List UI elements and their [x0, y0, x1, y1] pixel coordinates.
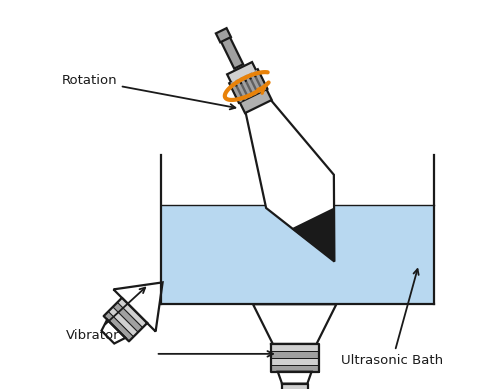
Polygon shape [282, 384, 308, 390]
Text: Vibrator: Vibrator [66, 287, 145, 342]
Polygon shape [104, 312, 134, 341]
Polygon shape [102, 319, 126, 344]
Polygon shape [237, 84, 272, 113]
Polygon shape [230, 82, 242, 102]
Polygon shape [271, 351, 318, 358]
Polygon shape [271, 365, 318, 372]
Polygon shape [250, 72, 262, 93]
Bar [160, 205, 434, 304]
Polygon shape [108, 307, 138, 337]
Polygon shape [271, 344, 318, 351]
Polygon shape [216, 28, 231, 42]
Polygon shape [118, 298, 147, 328]
Polygon shape [278, 372, 312, 384]
Polygon shape [230, 69, 268, 103]
Polygon shape [220, 37, 243, 69]
Text: Rotation: Rotation [62, 74, 236, 109]
Polygon shape [227, 62, 258, 87]
Polygon shape [240, 77, 252, 98]
Polygon shape [113, 302, 142, 332]
Polygon shape [235, 79, 248, 100]
Polygon shape [254, 70, 266, 90]
Polygon shape [253, 304, 336, 344]
Polygon shape [114, 282, 162, 332]
Polygon shape [244, 74, 257, 95]
Polygon shape [291, 207, 335, 262]
Text: Ultrasonic Bath: Ultrasonic Bath [342, 269, 444, 367]
Polygon shape [271, 358, 318, 365]
Polygon shape [246, 99, 334, 262]
